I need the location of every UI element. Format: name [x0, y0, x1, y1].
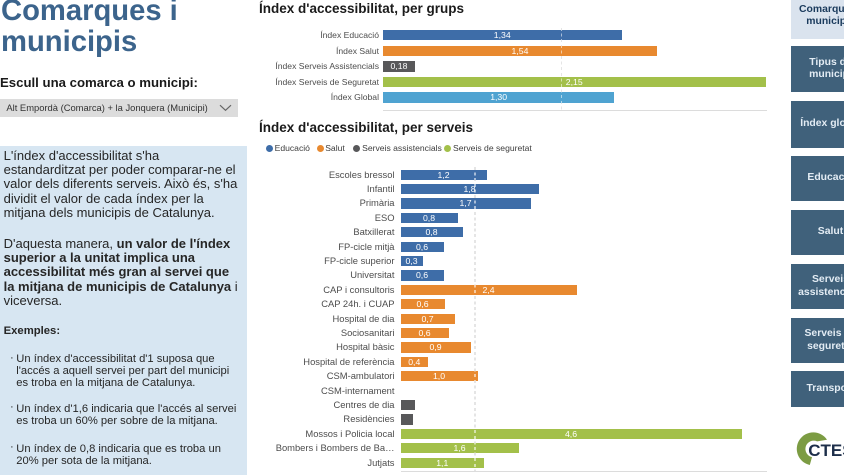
svg-text:CTESC: CTESC [808, 441, 844, 460]
